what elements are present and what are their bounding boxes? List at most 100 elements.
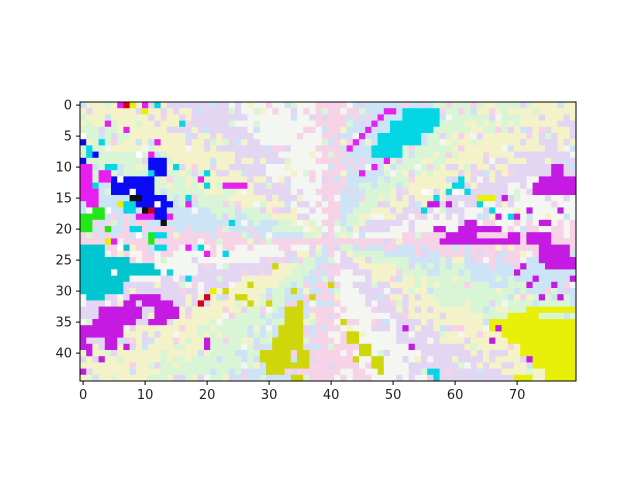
heatmap-cell <box>272 219 279 227</box>
heatmap-cell <box>315 263 323 270</box>
heatmap-cell <box>433 319 440 326</box>
heatmap-cell <box>241 306 248 314</box>
heatmap-cell <box>235 337 242 345</box>
heatmap-cell <box>563 219 571 227</box>
heatmap-cell <box>272 312 279 320</box>
heatmap-cell <box>445 219 453 227</box>
heatmap-cell <box>458 102 465 109</box>
heatmap-cell <box>507 368 515 376</box>
heatmap-cell <box>390 362 397 369</box>
heatmap-cell <box>266 145 273 152</box>
heatmap-cell <box>247 325 254 332</box>
heatmap-cell <box>185 195 192 202</box>
heatmap-cell <box>111 337 118 345</box>
heatmap-cell <box>433 133 440 140</box>
heatmap-cell <box>111 207 118 214</box>
heatmap-cell <box>452 120 459 128</box>
heatmap-cell <box>148 325 155 332</box>
heatmap-cell <box>445 170 453 177</box>
heatmap-cell <box>235 288 242 295</box>
heatmap-cell <box>439 139 447 146</box>
heatmap-cell <box>569 275 576 283</box>
heatmap-cell <box>464 182 471 190</box>
heatmap-cell <box>452 362 459 369</box>
heatmap-cell <box>228 176 236 183</box>
heatmap-cell <box>352 232 360 239</box>
heatmap-cell <box>166 219 174 227</box>
heatmap-cell <box>98 325 106 332</box>
heatmap-cell <box>315 238 323 245</box>
heatmap-cell <box>483 108 490 115</box>
heatmap-cell <box>247 139 254 146</box>
heatmap-cell <box>507 294 515 301</box>
heatmap-cell <box>396 114 403 121</box>
heatmap-cell <box>433 238 440 245</box>
heatmap-cell <box>551 300 558 307</box>
heatmap-cell <box>377 120 385 128</box>
heatmap-cell <box>340 343 347 351</box>
heatmap-cell <box>80 257 87 264</box>
heatmap-cell <box>545 232 552 239</box>
heatmap-cell <box>464 306 471 314</box>
heatmap-cell <box>483 356 490 363</box>
heatmap-cell <box>315 362 323 369</box>
heatmap-cell <box>501 226 509 233</box>
heatmap-cell <box>371 114 378 121</box>
heatmap-cell <box>297 250 304 258</box>
heatmap-cell <box>216 232 223 239</box>
heatmap-cell <box>104 207 112 214</box>
heatmap-cell <box>297 201 304 208</box>
heatmap-cell <box>117 182 124 190</box>
heatmap-cell <box>569 244 576 252</box>
heatmap-cell <box>247 182 254 190</box>
heatmap-cell <box>414 337 422 345</box>
heatmap-cell <box>129 145 137 152</box>
heatmap-cell <box>365 337 372 345</box>
heatmap-cell <box>359 145 366 152</box>
heatmap-cell <box>483 238 490 245</box>
heatmap-cell <box>204 238 211 245</box>
heatmap-cell <box>123 226 130 233</box>
heatmap-cell <box>408 356 416 363</box>
heatmap-cell <box>563 331 571 338</box>
heatmap-cell <box>290 226 298 233</box>
heatmap-cell <box>514 244 521 252</box>
heatmap-cell <box>377 244 385 252</box>
heatmap-cell <box>98 306 106 314</box>
heatmap-cell <box>104 294 112 301</box>
heatmap-cell <box>266 157 273 165</box>
heatmap-cell <box>371 275 378 283</box>
heatmap-cell <box>92 145 99 152</box>
heatmap-cell <box>173 350 180 357</box>
heatmap-cell <box>266 114 273 121</box>
heatmap-cell <box>160 374 168 381</box>
heatmap-cell <box>414 350 422 357</box>
heatmap-cell <box>191 275 199 283</box>
heatmap-cell <box>408 368 416 376</box>
heatmap-cell <box>396 356 403 363</box>
heatmap-cell <box>284 269 292 276</box>
heatmap-cell <box>253 306 261 314</box>
heatmap-cell <box>557 108 564 115</box>
heatmap-cell <box>142 312 149 320</box>
heatmap-cell <box>142 226 149 233</box>
heatmap-cell <box>458 232 465 239</box>
heatmap-cell <box>191 176 199 183</box>
heatmap-cell <box>185 170 192 177</box>
heatmap-cell <box>445 151 453 159</box>
heatmap-cell <box>222 325 230 332</box>
heatmap-cell <box>495 257 502 264</box>
heatmap-cell <box>390 343 397 351</box>
heatmap-cell <box>334 288 341 295</box>
heatmap-cell <box>179 238 186 245</box>
heatmap-cell <box>222 238 230 245</box>
heatmap-cell <box>464 219 471 227</box>
heatmap-cell <box>476 325 484 332</box>
heatmap-cell <box>476 331 484 338</box>
heatmap-cell <box>495 170 502 177</box>
heatmap-cell <box>520 356 527 363</box>
heatmap-cell <box>173 281 180 289</box>
heatmap-cell <box>111 312 118 320</box>
heatmap-cell <box>142 257 149 264</box>
heatmap-cell <box>309 102 316 109</box>
